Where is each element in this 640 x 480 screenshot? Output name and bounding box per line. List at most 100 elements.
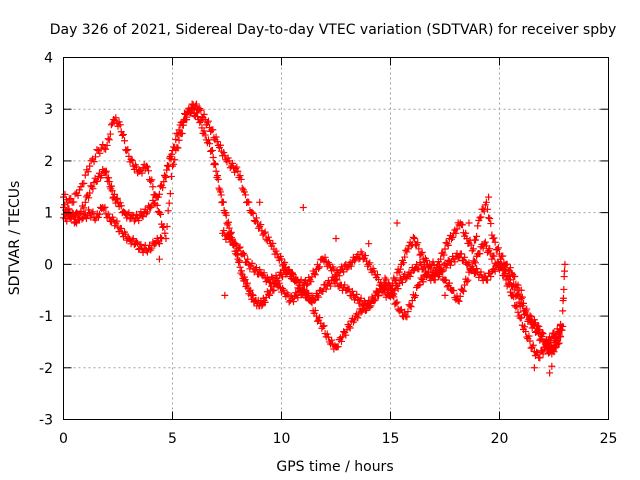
data-point-interp xyxy=(241,276,249,284)
data-point-interp xyxy=(274,277,282,285)
data-point-interp xyxy=(561,267,569,275)
data-point-interp xyxy=(557,320,565,328)
data-point-interp xyxy=(402,275,410,283)
data-point-interp xyxy=(211,159,219,167)
data-point xyxy=(225,224,233,232)
data-point-interp xyxy=(366,259,374,267)
data-point-interp xyxy=(101,203,109,211)
data-point-interp xyxy=(236,243,244,251)
data-point-interp xyxy=(493,245,501,253)
data-point-interp xyxy=(291,293,299,301)
data-point-interp xyxy=(336,267,344,275)
data-point-interp xyxy=(461,253,469,261)
data-point-interp xyxy=(303,294,311,302)
data-point-interp xyxy=(415,245,423,253)
data-point-interp xyxy=(134,239,142,247)
data-point-interp xyxy=(371,296,379,304)
data-point-interp xyxy=(475,216,483,224)
data-point xyxy=(86,162,94,170)
data-point-interp xyxy=(112,114,120,122)
data-point-interp xyxy=(484,205,492,213)
data-point-interp xyxy=(486,245,494,253)
data-point-interp xyxy=(143,208,151,216)
data-point-interp xyxy=(61,190,69,198)
data-point-interp xyxy=(398,312,406,320)
data-point-interp xyxy=(526,337,534,345)
data-point-interp xyxy=(375,291,383,299)
data-point-interp xyxy=(258,227,266,235)
data-point-interp xyxy=(67,215,75,223)
data-point-interp xyxy=(357,248,365,256)
data-point-interp xyxy=(85,194,93,202)
data-point-interp xyxy=(104,135,112,143)
data-point-interp xyxy=(214,172,222,180)
data-point-interp xyxy=(311,271,319,279)
data-point-interp xyxy=(370,297,378,305)
y-tick-label: -1 xyxy=(39,309,53,325)
data-point-interp xyxy=(457,250,465,258)
data-point-interp xyxy=(383,288,391,296)
data-point-interp xyxy=(407,242,415,250)
data-point-interp xyxy=(289,298,297,306)
data-point-interp xyxy=(427,265,435,273)
data-point-interp xyxy=(261,228,269,236)
data-point-interp xyxy=(458,286,466,294)
data-point-interp xyxy=(472,259,480,267)
data-point-interp xyxy=(252,214,260,222)
grid-lines xyxy=(63,57,609,420)
data-point-interp xyxy=(357,308,365,316)
data-point xyxy=(365,240,373,248)
data-point-interp xyxy=(80,204,88,212)
data-point-interp xyxy=(223,219,231,227)
data-point-interp xyxy=(249,209,257,217)
data-point-interp xyxy=(243,279,251,287)
data-point-interp xyxy=(128,156,136,164)
data-point-interp xyxy=(490,234,498,242)
series-track-c xyxy=(60,203,565,358)
data-point-interp xyxy=(450,287,458,295)
data-point-interp xyxy=(235,244,243,252)
data-point-interp xyxy=(200,127,208,135)
data-point-interp xyxy=(117,202,125,210)
data-point-interp xyxy=(367,302,375,310)
data-point-interp xyxy=(220,149,228,157)
data-point-interp xyxy=(442,264,450,272)
data-point-interp xyxy=(431,276,439,284)
data-point-interp xyxy=(554,329,562,337)
data-point-interp xyxy=(138,169,146,177)
data-point-interp xyxy=(284,291,292,299)
data-point-interp xyxy=(159,223,167,231)
data-point xyxy=(81,198,89,206)
data-point-interp xyxy=(363,257,371,265)
x-axis-label: GPS time / hours xyxy=(276,459,393,475)
data-point-interp xyxy=(93,146,101,154)
data-point-interp xyxy=(264,290,272,298)
data-point-interp xyxy=(63,217,71,225)
data-point-interp xyxy=(514,281,522,289)
data-point-interp xyxy=(197,106,205,114)
data-point-interp xyxy=(143,163,151,171)
data-point-interp xyxy=(85,206,93,214)
data-point-interp xyxy=(525,332,533,340)
data-point-interp xyxy=(214,175,222,183)
data-point-interp xyxy=(533,348,541,356)
data-point-interp xyxy=(444,241,452,249)
data-point xyxy=(557,333,565,341)
data-point-interp xyxy=(272,247,280,255)
data-point-interp xyxy=(115,118,123,126)
data-point-interp xyxy=(484,276,492,284)
y-tick-label: 0 xyxy=(44,257,53,273)
data-point-interp xyxy=(249,265,257,273)
data-point-interp xyxy=(337,337,345,345)
data-point-interp xyxy=(332,275,340,283)
data-point-interp xyxy=(407,303,415,311)
data-point-interp xyxy=(196,118,204,126)
data-point-interp xyxy=(455,297,463,305)
data-point-interp xyxy=(174,144,182,152)
data-point-interp xyxy=(236,263,244,271)
data-point-interp xyxy=(353,290,361,298)
data-point-interp xyxy=(545,349,553,357)
data-point xyxy=(530,364,538,372)
data-point-interp xyxy=(550,348,558,356)
data-point-interp xyxy=(192,100,200,108)
